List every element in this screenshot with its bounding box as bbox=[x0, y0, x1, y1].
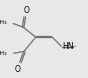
Text: O: O bbox=[24, 6, 30, 15]
Text: HN: HN bbox=[62, 42, 74, 51]
Text: O: O bbox=[15, 65, 21, 74]
Text: —: — bbox=[71, 44, 76, 49]
Text: CH₃: CH₃ bbox=[0, 51, 8, 56]
Text: CH₃: CH₃ bbox=[0, 20, 8, 25]
